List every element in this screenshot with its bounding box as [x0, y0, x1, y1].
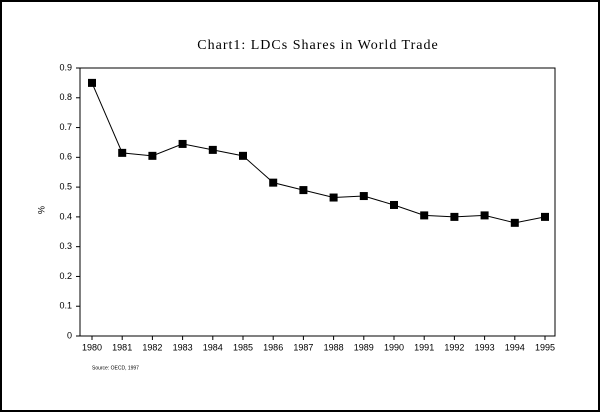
marker	[420, 211, 429, 220]
y-tick-label: 0.9	[59, 62, 72, 72]
y-tick-label: 0.8	[59, 92, 72, 102]
y-tick-label: 0.1	[59, 301, 72, 311]
marker	[88, 78, 96, 87]
plot-frame	[79, 67, 556, 337]
y-tick-label: 0.7	[59, 122, 72, 132]
marker	[390, 200, 398, 209]
marker	[359, 192, 368, 201]
x-tick-label: 1995	[535, 342, 555, 352]
marker	[329, 193, 338, 202]
x-tick-label: 1985	[233, 342, 253, 352]
x-tick-label: 1994	[505, 342, 525, 352]
marker	[239, 151, 247, 160]
x-tick-label: 1983	[173, 342, 193, 352]
marker	[148, 151, 157, 160]
y-tick-label: 0.5	[59, 181, 72, 191]
marker	[299, 186, 308, 195]
marker	[510, 218, 519, 227]
x-tick-label: 1990	[384, 342, 404, 352]
x-tick-label: 1987	[293, 342, 313, 352]
marker	[450, 212, 459, 221]
x-tick-label: 1992	[444, 342, 464, 352]
marker	[118, 148, 127, 157]
marker	[178, 139, 187, 148]
y-tick-label: 0	[67, 330, 72, 340]
x-tick-label: 1980	[82, 342, 102, 352]
chart-title: Chart1: LDCs Shares in World Trade	[197, 38, 438, 53]
x-tick-label: 1993	[475, 342, 495, 352]
marker	[208, 145, 217, 154]
x-tick-label: 1989	[354, 342, 374, 352]
x-tick-label: 1991	[414, 342, 434, 352]
x-tick-label: 1986	[263, 342, 283, 352]
y-tick-label: 0.4	[59, 211, 72, 221]
marker	[269, 178, 278, 187]
y-axis-label: %	[36, 206, 46, 214]
source-note: Source: OECD, 1997	[92, 365, 139, 371]
marker	[541, 212, 549, 221]
y-tick-label: 0.3	[59, 241, 72, 251]
x-tick-label: 1984	[203, 342, 223, 352]
x-tick-label: 1981	[112, 342, 132, 352]
x-tick-label: 1988	[324, 342, 344, 352]
y-tick-label: 0.6	[59, 152, 72, 162]
x-tick-label: 1982	[142, 342, 162, 352]
y-tick-label: 0.2	[59, 271, 72, 281]
marker	[480, 211, 489, 220]
line	[91, 82, 546, 224]
